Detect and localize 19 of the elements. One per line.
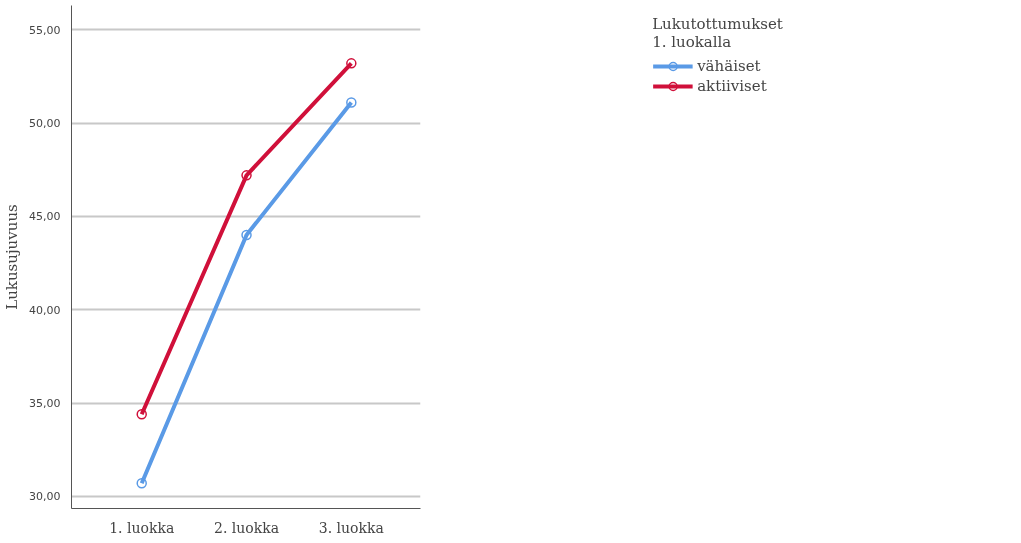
x-tick-label: 2. luokka (214, 519, 280, 536)
point (136, 409, 147, 420)
y-tick-label: 35,00 (29, 397, 61, 411)
y-tick-label: 55,00 (29, 23, 61, 37)
y-tick-label: 40,00 (29, 303, 61, 317)
y-tick-label: 30,00 (29, 490, 61, 504)
y-tick-label: 50,00 (29, 117, 61, 131)
x-tick-label: 3. luokka (318, 519, 384, 536)
point (346, 58, 357, 69)
y-tick-label: 45,00 (29, 210, 61, 224)
legend-label: vähäiset (697, 57, 761, 75)
legend-label: aktiiviset (697, 77, 767, 95)
legend-title: Lukutottumukset 1. luokalla (652, 15, 783, 51)
point (241, 170, 252, 181)
point (346, 97, 357, 108)
y-axis-title: Lukusujuvuus (3, 204, 22, 310)
point (241, 229, 252, 241)
x-tick-label: 1. luokka (109, 519, 175, 536)
point (136, 478, 147, 489)
